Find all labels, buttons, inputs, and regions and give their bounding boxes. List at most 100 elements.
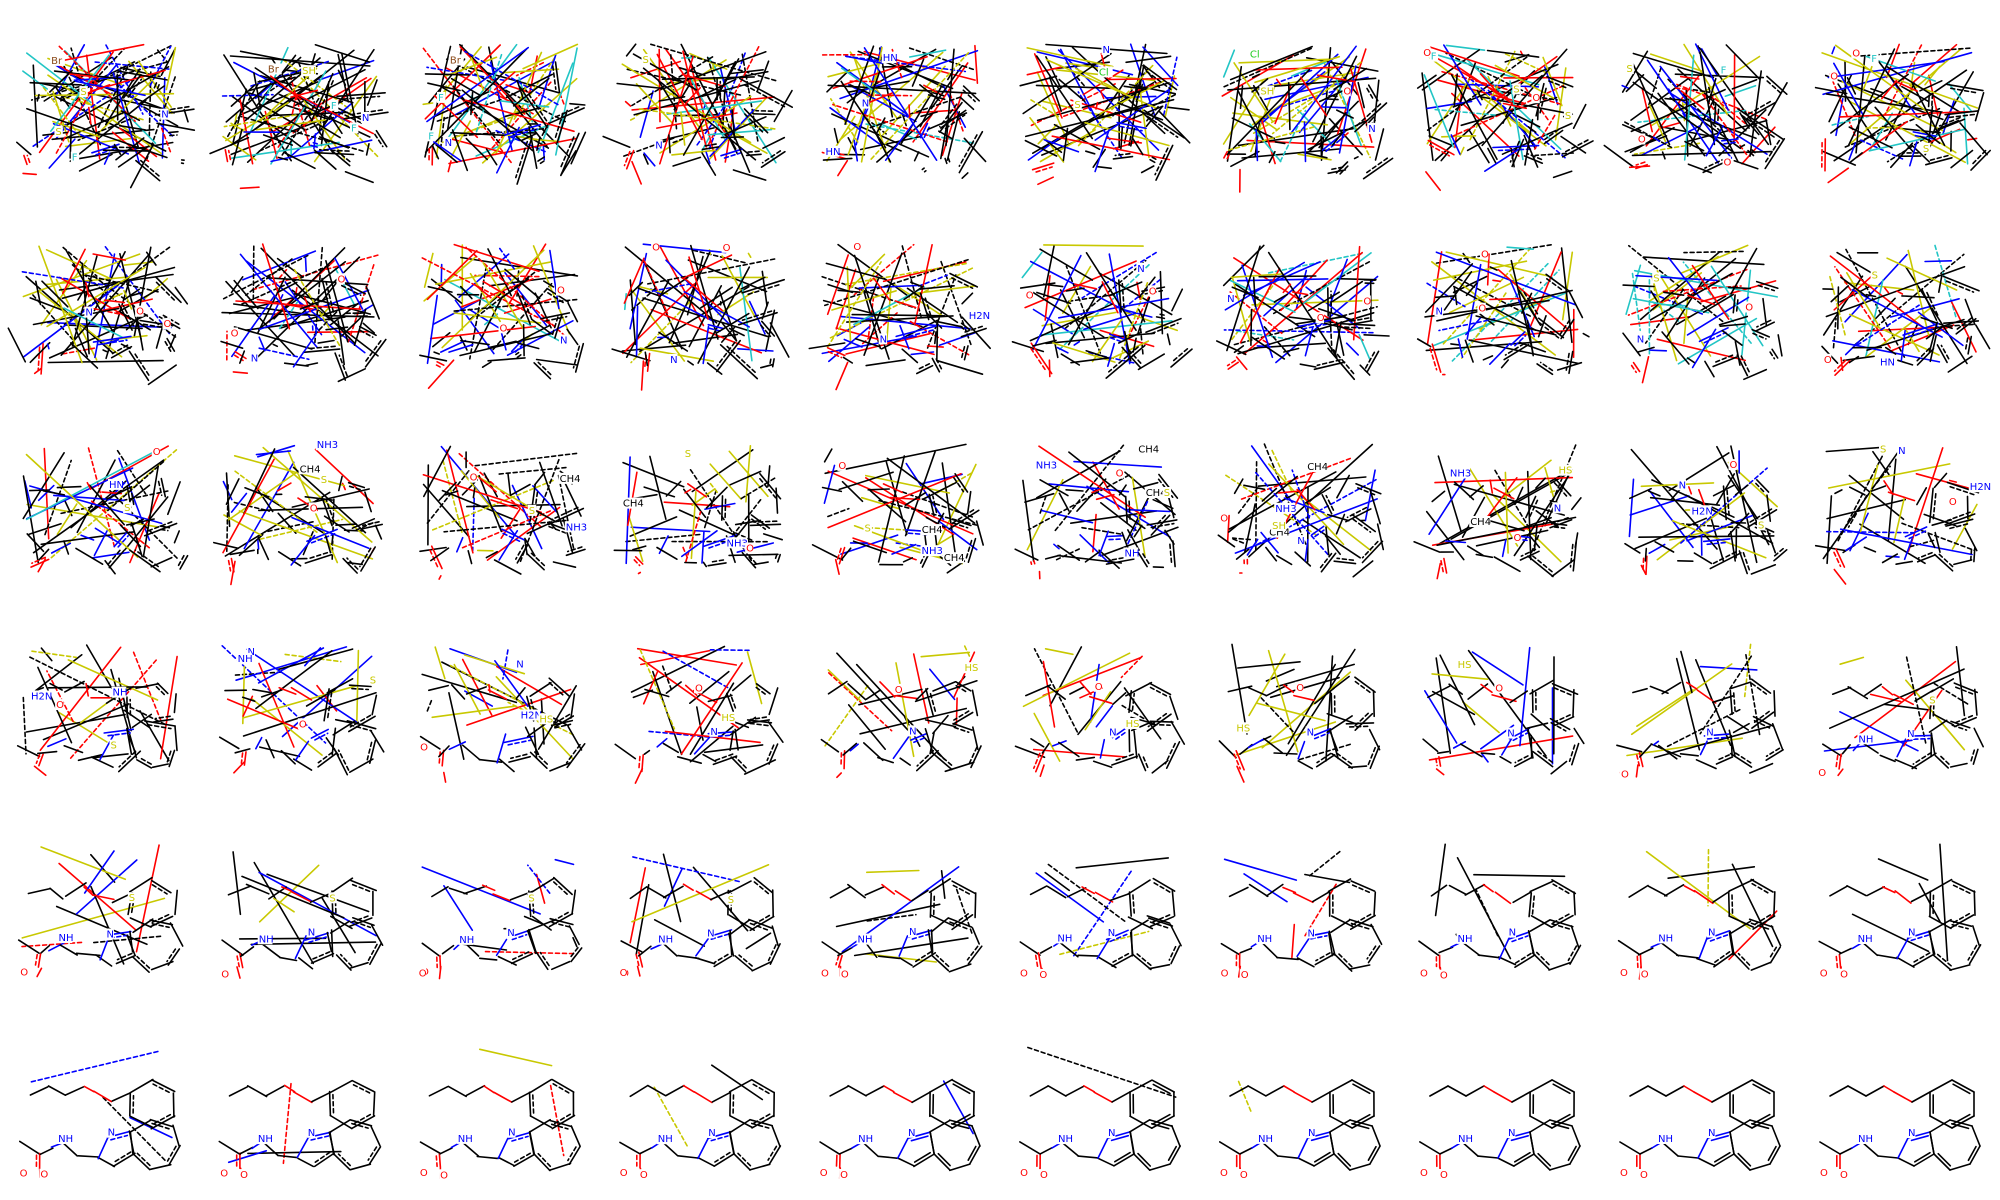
noise-bond: [1454, 64, 1515, 106]
noise-bond: [1321, 106, 1348, 109]
bond: [1829, 1085, 1849, 1097]
noise-bond: [827, 472, 962, 529]
bond: [847, 883, 866, 899]
double-bond: [835, 955, 840, 966]
double-bond: [1740, 114, 1778, 140]
bond: [658, 96, 686, 102]
noise-bond: [1237, 1080, 1253, 1114]
double-bond: [1316, 359, 1341, 367]
bond: [701, 531, 705, 564]
bond: [931, 955, 950, 972]
bond: [159, 525, 171, 529]
bond: [83, 1085, 95, 1093]
double-bond: [1955, 686, 1974, 695]
double-bond: [955, 684, 969, 694]
atom-label-background: [1690, 505, 1712, 517]
bond: [854, 337, 881, 348]
molecule-structure: NSO: [1622, 244, 1783, 384]
atom-label: S: [370, 676, 376, 687]
noise-bond: [1222, 244, 1265, 287]
bond: [697, 1156, 715, 1167]
bond: [497, 1137, 509, 1160]
noise-bond: [1052, 342, 1116, 363]
bond: [348, 684, 372, 688]
bond: [938, 101, 963, 133]
noise-bond: [76, 459, 116, 534]
bond: [1727, 891, 1731, 917]
noise-bond: [421, 257, 556, 327]
bond: [1693, 552, 1713, 565]
noise-bond: [1120, 655, 1143, 679]
noise-bond: [709, 463, 742, 500]
atom-label-background: [1057, 1133, 1072, 1145]
atom-label: F: [331, 101, 337, 112]
double-bond: [530, 552, 546, 567]
noise-bond: [1646, 59, 1720, 164]
double-bond: [623, 150, 631, 167]
double-bond: [1150, 522, 1175, 529]
molecule-panel: O Cl N SH: [1200, 0, 1400, 200]
noise-bond: [1443, 271, 1473, 311]
bond: [570, 947, 583, 963]
bond: [687, 360, 694, 366]
atom-label-background: [515, 658, 524, 670]
noise-bond: [557, 474, 575, 550]
bond: [1897, 1157, 1915, 1167]
atom-label-background: [1144, 487, 1166, 498]
atom-label-background: [1507, 926, 1516, 938]
atom-label: O: [240, 1170, 248, 1181]
bond: [1149, 1163, 1171, 1171]
noise-bond: [823, 448, 833, 463]
bond: [819, 1141, 841, 1156]
bond: [1108, 333, 1127, 341]
noise-bond: [1635, 274, 1718, 282]
noise-bond: [1357, 81, 1365, 109]
double-bond: [1112, 952, 1130, 963]
bond: [520, 132, 537, 142]
noise-bond: [1481, 48, 1568, 147]
atom-label-background: [721, 241, 730, 253]
molecule-panel: O NH N O: [1000, 800, 1200, 1000]
bond: [83, 886, 94, 896]
double-bond: [923, 294, 932, 317]
bond: [492, 893, 511, 902]
bond: [360, 546, 376, 572]
bond: [1882, 886, 1896, 894]
atom-label-background: [618, 966, 627, 978]
double-bond: [1910, 1135, 1929, 1142]
bond: [1925, 157, 1953, 166]
double-bond: [364, 340, 382, 363]
noise-bond: [453, 312, 542, 324]
bond: [760, 363, 774, 369]
bond: [1928, 321, 1938, 353]
noise-bond: [909, 320, 971, 357]
bond: [1371, 1125, 1381, 1147]
double-bond: [1951, 1123, 1970, 1130]
atom-label-background: [1114, 467, 1123, 479]
double-bond: [318, 148, 350, 152]
bond: [294, 740, 310, 761]
atom-label: N: [248, 647, 255, 658]
atom-label-background: [1097, 66, 1113, 78]
bond: [482, 280, 527, 308]
noise-bond: [422, 445, 452, 498]
molecule-structure: ONO: [611, 241, 790, 391]
bond: [749, 915, 775, 932]
noise-bond: [1844, 253, 1908, 323]
noise-bond: [1232, 538, 1245, 545]
bond: [1318, 308, 1355, 322]
noise-bond: [439, 116, 446, 150]
double-bond: [1034, 954, 1039, 969]
bond: [143, 720, 176, 727]
bond: [1527, 126, 1537, 134]
bond: [1131, 137, 1144, 156]
bond: [1652, 740, 1660, 746]
bond: [1172, 540, 1176, 568]
bond: [1243, 484, 1266, 491]
bond: [637, 287, 659, 297]
noise-bond: [639, 648, 676, 730]
atom-label-background: [315, 439, 337, 451]
noise-bond: [1901, 522, 1976, 552]
